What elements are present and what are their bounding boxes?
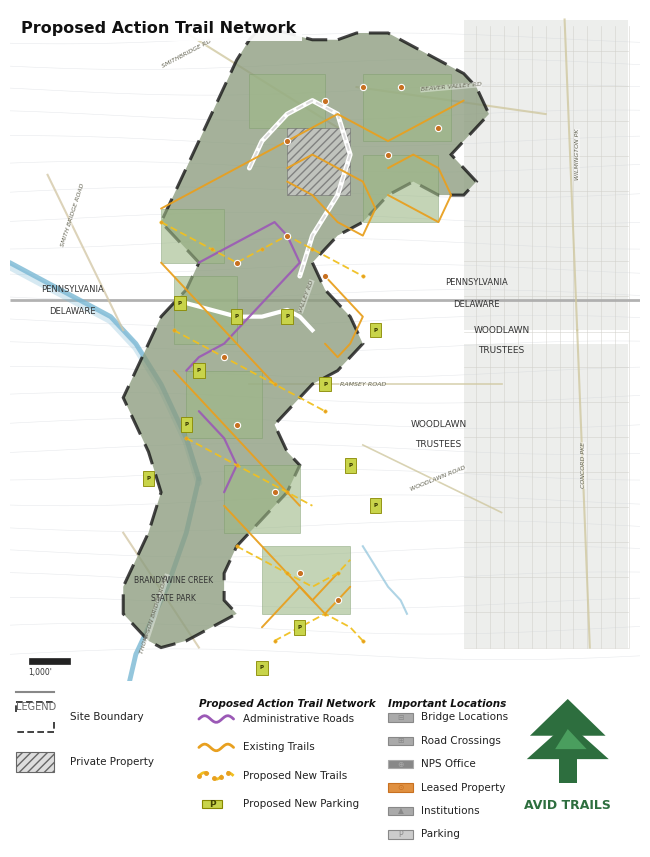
Text: TRUSTEES: TRUSTEES [478, 346, 525, 355]
Polygon shape [124, 27, 489, 648]
Bar [388, 736, 413, 745]
Text: STATE PARK: STATE PARK [151, 595, 196, 603]
Text: WILMINGTON PK: WILMINGTON PK [575, 129, 580, 180]
Text: LEGEND: LEGEND [16, 703, 57, 712]
Bar [344, 458, 356, 472]
Bar [388, 830, 413, 838]
Text: Administrative Roads: Administrative Roads [243, 714, 354, 724]
Text: P: P [323, 381, 327, 387]
Text: Bridge Locations: Bridge Locations [421, 712, 508, 722]
Text: Site Boundary: Site Boundary [70, 712, 143, 722]
Polygon shape [363, 74, 451, 141]
Text: NPS Office: NPS Office [421, 759, 476, 769]
Bar [16, 752, 54, 772]
Polygon shape [363, 154, 439, 222]
Text: P: P [235, 315, 239, 319]
Text: RAMSEY ROAD: RAMSEY ROAD [340, 381, 386, 387]
Text: Proposed Action Trail Network: Proposed Action Trail Network [21, 21, 296, 36]
Text: P: P [197, 369, 201, 373]
Polygon shape [526, 722, 608, 759]
Bar [388, 760, 413, 769]
Polygon shape [187, 371, 262, 438]
Text: WOODLAWN ROAD: WOODLAWN ROAD [410, 465, 467, 492]
Text: P: P [285, 315, 289, 319]
Text: WOODLAWN: WOODLAWN [410, 420, 467, 429]
Bar [181, 417, 192, 432]
Bar [143, 471, 154, 486]
Text: ⊙: ⊙ [397, 783, 404, 792]
Text: P: P [348, 463, 352, 468]
Text: VALLEY RD: VALLEY RD [298, 279, 315, 314]
Text: Existing Trails: Existing Trails [243, 742, 315, 752]
Text: P: P [398, 830, 403, 839]
Text: P: P [374, 327, 378, 333]
Bar [319, 377, 331, 392]
Text: WOODLAWN: WOODLAWN [473, 326, 530, 334]
Bar [388, 783, 413, 792]
Bar [370, 499, 381, 513]
Text: P: P [374, 503, 378, 508]
Text: Proposed New Parking: Proposed New Parking [243, 800, 359, 809]
Text: Leased Property: Leased Property [421, 782, 505, 793]
Text: SMITH BRIDGE ROAD: SMITH BRIDGE ROAD [60, 183, 85, 248]
Polygon shape [174, 276, 237, 344]
Text: PENNSYLVANIA: PENNSYLVANIA [42, 285, 104, 294]
Text: THOMPSON BRIDGE ROAD: THOMPSON BRIDGE ROAD [140, 573, 170, 654]
Polygon shape [530, 699, 606, 735]
Text: Important Locations: Important Locations [388, 699, 506, 709]
Text: Road Crossings: Road Crossings [421, 736, 500, 746]
Polygon shape [161, 208, 224, 262]
Text: DELAWARE: DELAWARE [453, 300, 500, 309]
Text: ⊞: ⊞ [397, 736, 404, 746]
Polygon shape [287, 128, 350, 195]
Text: Proposed Action Trail Network: Proposed Action Trail Network [199, 699, 376, 709]
Text: P: P [146, 476, 150, 482]
Text: CONCORD PKE: CONCORD PKE [581, 442, 586, 488]
Polygon shape [224, 465, 300, 533]
Polygon shape [555, 729, 587, 749]
Bar [281, 309, 293, 324]
Text: AVID TRAILS: AVID TRAILS [525, 800, 611, 812]
Text: P: P [260, 665, 264, 670]
Bar [202, 800, 222, 808]
Text: ⊕: ⊕ [397, 759, 404, 769]
Bar [231, 309, 242, 324]
Text: Institutions: Institutions [421, 806, 480, 816]
Text: SMITHBRIDGE RD: SMITHBRIDGE RD [161, 38, 212, 69]
Text: BRANDYWINE CREEK: BRANDYWINE CREEK [134, 576, 213, 584]
Bar [294, 620, 306, 634]
Text: Private Property: Private Property [70, 758, 153, 768]
Text: ⊟: ⊟ [397, 713, 404, 722]
Bar [370, 323, 381, 338]
Text: P: P [185, 423, 188, 427]
Bar [388, 713, 413, 722]
Text: Proposed New Trails: Proposed New Trails [243, 770, 347, 781]
Bar [29, 657, 70, 664]
Text: BEAVER VALLEY RD: BEAVER VALLEY RD [421, 82, 482, 93]
Text: P: P [178, 301, 182, 306]
Bar [559, 759, 577, 782]
Text: P: P [209, 800, 215, 809]
Text: ▲: ▲ [398, 806, 404, 816]
Polygon shape [463, 344, 628, 648]
Text: 1,000': 1,000' [29, 668, 53, 677]
Bar [174, 296, 186, 310]
Polygon shape [250, 74, 325, 128]
Bar [256, 661, 268, 675]
Text: P: P [298, 625, 302, 630]
Text: PENNSYLVANIA: PENNSYLVANIA [445, 279, 508, 287]
Polygon shape [463, 20, 628, 330]
Text: DELAWARE: DELAWARE [49, 307, 96, 315]
Polygon shape [262, 546, 350, 614]
Bar [388, 806, 413, 815]
Bar [193, 363, 205, 378]
Text: Parking: Parking [421, 830, 460, 839]
Text: TRUSTEES: TRUSTEES [415, 440, 462, 449]
